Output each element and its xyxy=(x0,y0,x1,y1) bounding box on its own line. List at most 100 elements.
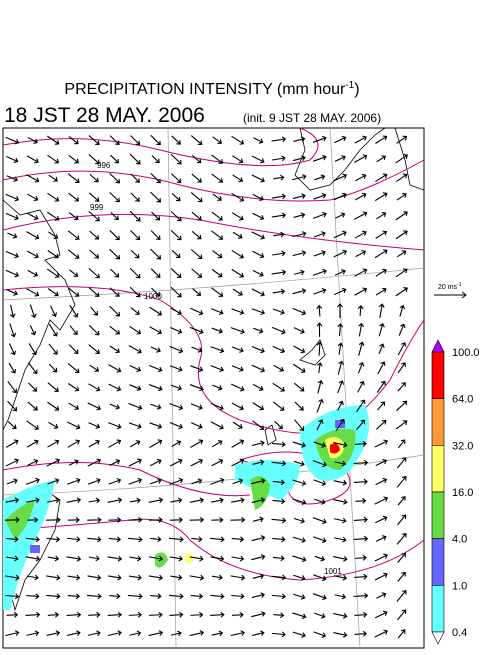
colorbar-band xyxy=(431,445,445,493)
wind-arrow xyxy=(252,250,265,259)
wind-arrow xyxy=(191,268,203,278)
wind-arrow xyxy=(88,210,100,222)
wind-arrow xyxy=(46,536,61,543)
wind-arrow xyxy=(316,341,323,356)
wind-arrow xyxy=(67,363,80,374)
wind-arrow xyxy=(47,439,60,448)
wind-arrow xyxy=(169,611,184,618)
wind-arrow xyxy=(272,498,286,505)
wind-arrow xyxy=(150,191,162,203)
wind-arrow xyxy=(168,536,184,543)
wind-arrow xyxy=(333,632,348,638)
precipitation xyxy=(3,405,369,610)
wind-arrow xyxy=(212,250,223,259)
wind-arrow xyxy=(67,516,80,523)
wind-arrow xyxy=(292,155,306,162)
wind-arrow xyxy=(251,308,266,316)
wind-arrow xyxy=(88,555,100,562)
wind-arrow xyxy=(108,516,122,523)
wind-arrow xyxy=(191,230,202,240)
wind-arrow xyxy=(292,288,307,295)
wind-arrow xyxy=(316,419,324,431)
wind-arrow xyxy=(251,497,266,504)
wind-arrow xyxy=(47,250,59,259)
wind-arrow xyxy=(130,135,141,146)
colorbar-top xyxy=(431,339,445,353)
wind-arrow xyxy=(109,135,120,145)
wind-arrow xyxy=(109,325,120,335)
wind-arrow xyxy=(334,517,347,524)
wind-arrow xyxy=(397,362,406,374)
wind-arrow xyxy=(47,192,60,202)
wind-arrow xyxy=(252,193,264,201)
wind-arrow xyxy=(312,154,327,162)
wind-arrow xyxy=(46,593,61,600)
wind-arrow xyxy=(169,516,184,523)
wind-arrow xyxy=(130,192,140,202)
wind-arrow xyxy=(169,593,184,600)
wind-arrow xyxy=(376,155,387,163)
wind-arrow xyxy=(292,441,307,448)
wind-arrow xyxy=(88,267,100,279)
wind-arrow xyxy=(190,611,204,618)
wind-arrow xyxy=(129,153,141,165)
wind-arrow xyxy=(88,344,100,354)
wind-arrow xyxy=(5,516,20,523)
wind-arrow xyxy=(46,516,61,523)
wind-arrow xyxy=(67,630,81,636)
wind-arrow xyxy=(374,496,389,505)
wind-arrow xyxy=(252,402,264,411)
wind-arrow xyxy=(26,174,40,183)
wind-arrow xyxy=(191,478,203,485)
wind-arrow xyxy=(312,593,327,601)
wind-arrow xyxy=(396,400,408,412)
wind-arrow xyxy=(190,458,204,467)
wind-arrow xyxy=(189,630,205,637)
wind-arrow xyxy=(150,593,162,600)
wind-arrow xyxy=(129,267,141,279)
wind-arrow xyxy=(190,422,203,429)
wind-arrow xyxy=(189,497,205,504)
wind-arrow xyxy=(293,212,306,219)
wind-arrow xyxy=(293,517,305,524)
wind-arrow xyxy=(130,230,141,241)
wind-arrow xyxy=(108,439,122,448)
wind-arrow xyxy=(6,478,18,485)
wind-arrow xyxy=(88,154,100,165)
wind-arrow xyxy=(6,156,19,164)
wind-arrow xyxy=(231,308,245,316)
wind-arrow xyxy=(107,497,123,504)
wind-arrow xyxy=(190,192,203,203)
wind-arrow xyxy=(25,536,40,543)
wind-arrow xyxy=(87,516,102,523)
wind-arrow xyxy=(211,211,223,221)
wind-arrow xyxy=(230,383,245,392)
wind-arrow xyxy=(170,173,182,183)
wind-arrow xyxy=(271,460,287,467)
wind-arrow xyxy=(68,344,79,354)
wind-arrow xyxy=(68,459,79,466)
wind-arrow xyxy=(313,231,326,238)
wind-arrow xyxy=(251,231,266,240)
wind-arrow xyxy=(191,536,203,543)
wind-arrow xyxy=(316,304,323,317)
wind-arrow xyxy=(354,440,367,447)
wind-arrow xyxy=(314,612,326,619)
wind-arrow xyxy=(375,230,388,239)
wind-arrow xyxy=(378,303,385,318)
colorbar-band xyxy=(431,351,445,399)
wind-arrow xyxy=(251,440,265,447)
wind-arrow xyxy=(210,477,225,485)
wind-arrow xyxy=(272,308,285,315)
wind-arrow xyxy=(231,135,245,145)
precip-heavy xyxy=(185,436,345,563)
wind-arrow xyxy=(66,555,82,562)
wind-arrow xyxy=(25,555,41,562)
wind-arrow xyxy=(358,322,365,337)
wind-arrow xyxy=(397,439,406,449)
wind-arrow xyxy=(148,384,163,392)
wind-arrow xyxy=(272,250,286,257)
wind-arrow xyxy=(27,269,39,277)
wind-arrow xyxy=(89,364,100,372)
wind-arrow xyxy=(67,593,81,600)
